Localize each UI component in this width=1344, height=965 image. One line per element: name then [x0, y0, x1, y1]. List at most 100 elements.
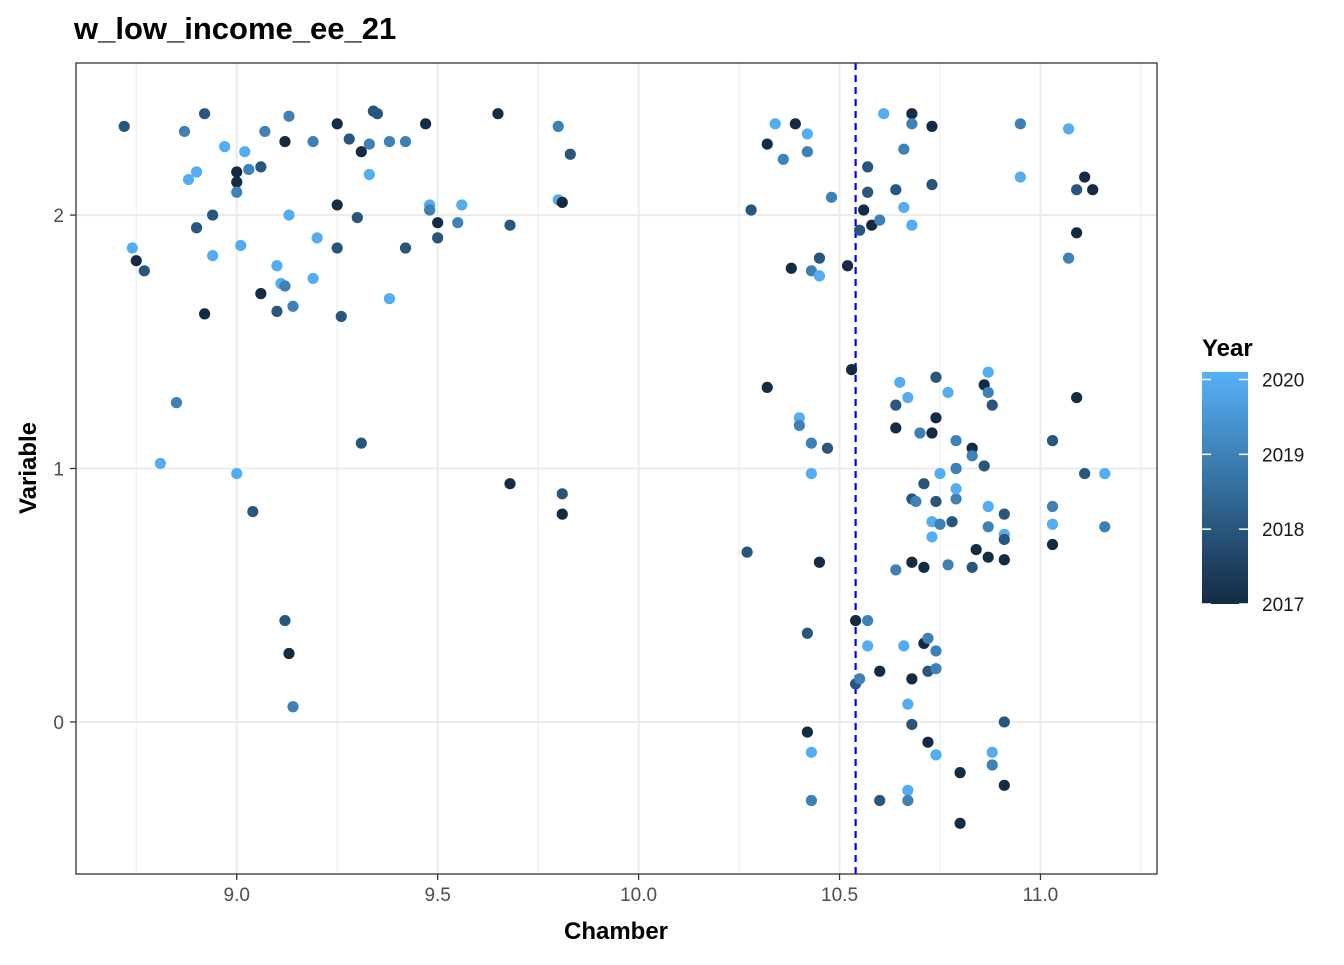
y-tick-label: 2: [53, 206, 64, 227]
y-axis-ticks: 0 1 2: [53, 206, 76, 734]
data-point: [564, 148, 576, 160]
data-point: [898, 640, 910, 652]
data-point: [235, 239, 247, 252]
data-point: [982, 500, 994, 513]
data-point: [918, 478, 930, 490]
data-point: [841, 260, 854, 272]
data-point: [1046, 500, 1059, 513]
data-point: [821, 442, 834, 454]
x-axis-ticks: 9.0 9.5 10.0 10.5 11.0: [224, 874, 1059, 906]
data-point: [986, 746, 998, 758]
data-point: [138, 265, 150, 277]
data-point: [287, 701, 299, 713]
data-point: [371, 108, 383, 120]
data-point: [219, 141, 231, 153]
data-point: [878, 108, 890, 120]
data-point: [182, 173, 195, 186]
data-point: [854, 224, 866, 236]
data-point: [894, 376, 906, 388]
legend-ticks: 2017 2018 2019 2020: [1202, 370, 1304, 616]
data-point: [355, 146, 367, 158]
data-point: [552, 120, 564, 132]
data-point: [998, 554, 1010, 566]
data-point: [874, 214, 886, 226]
data-point: [910, 495, 922, 508]
data-point: [761, 138, 773, 150]
data-point: [930, 495, 942, 508]
legend-tick-label: 2019: [1262, 445, 1304, 466]
data-point: [1071, 227, 1083, 239]
data-point: [890, 422, 902, 434]
data-point: [777, 153, 789, 165]
data-point: [556, 508, 568, 520]
data-point: [432, 232, 444, 244]
data-point: [355, 437, 367, 449]
data-point: [283, 647, 295, 660]
data-point: [966, 450, 978, 462]
data-point: [942, 559, 954, 571]
data-point: [930, 412, 942, 424]
y-tick-label: 0: [53, 713, 64, 734]
data-points: [118, 105, 1111, 829]
data-point: [271, 260, 283, 272]
data-point: [906, 718, 918, 731]
data-point: [930, 645, 942, 657]
data-point: [854, 673, 866, 685]
data-point: [930, 749, 942, 761]
data-point: [966, 561, 978, 573]
data-point: [741, 546, 753, 558]
data-point: [399, 242, 412, 254]
data-point: [922, 632, 934, 644]
data-point: [982, 366, 994, 378]
data-point: [1046, 518, 1059, 530]
legend: Year 2017 2018 2019 2020: [1202, 335, 1304, 616]
data-point: [556, 488, 568, 500]
x-tick-label: 10.0: [620, 885, 657, 906]
data-point: [343, 133, 355, 145]
data-point: [170, 397, 183, 409]
data-point: [1014, 118, 1026, 130]
data-point: [198, 108, 211, 120]
data-point: [1099, 521, 1111, 533]
data-point: [813, 270, 826, 282]
data-point: [946, 516, 958, 528]
data-point: [982, 386, 994, 399]
data-point: [906, 556, 918, 568]
x-tick-label: 11.0: [1023, 885, 1059, 906]
x-axis-title: Chamber: [564, 918, 668, 945]
data-point: [207, 209, 219, 221]
data-point: [335, 310, 347, 323]
data-point: [954, 767, 966, 779]
data-point: [1062, 252, 1075, 264]
data-point: [902, 391, 914, 404]
data-point: [954, 817, 966, 829]
data-point: [998, 508, 1010, 520]
data-point: [898, 143, 910, 155]
data-point: [805, 437, 818, 449]
data-point: [805, 265, 818, 277]
data-point: [283, 110, 295, 122]
data-point: [178, 125, 191, 138]
data-point: [998, 533, 1010, 546]
data-point: [307, 272, 319, 285]
data-point: [283, 209, 295, 221]
data-point: [950, 435, 962, 447]
data-point: [307, 135, 319, 148]
data-point: [1087, 184, 1099, 196]
data-point: [902, 794, 914, 807]
data-point: [231, 176, 243, 188]
data-point: [1079, 171, 1091, 183]
data-point: [890, 399, 902, 411]
data-point: [850, 614, 862, 627]
data-point: [862, 186, 874, 198]
data-point: [231, 186, 243, 198]
data-point: [918, 561, 930, 573]
data-point: [383, 135, 396, 148]
data-point: [825, 191, 838, 203]
data-point: [982, 521, 994, 533]
data-point: [813, 252, 826, 264]
data-point: [383, 293, 396, 305]
data-point: [930, 371, 942, 383]
data-point: [190, 166, 203, 178]
data-point: [556, 196, 568, 208]
